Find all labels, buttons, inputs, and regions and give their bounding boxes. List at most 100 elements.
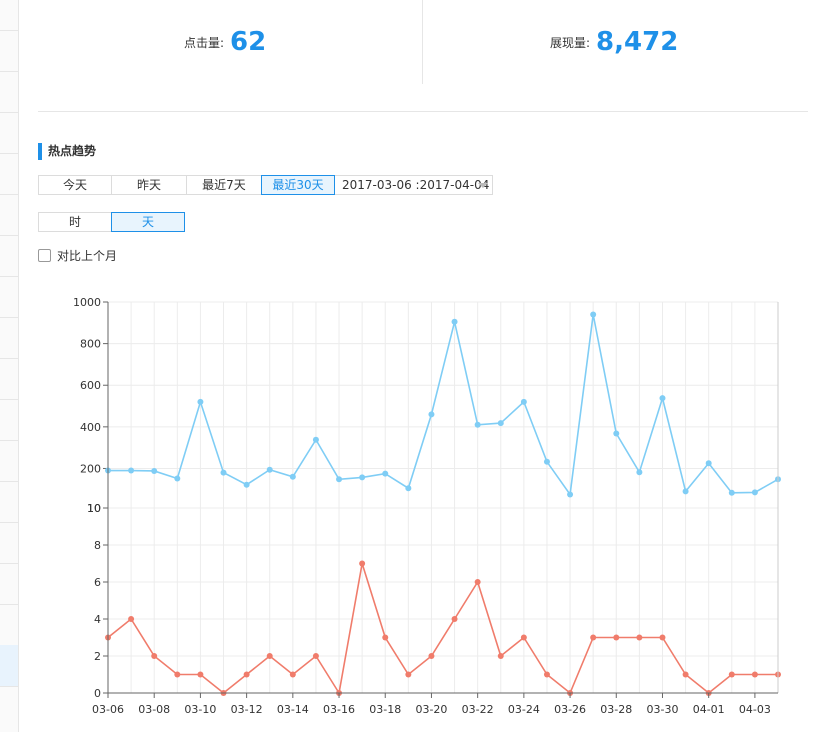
x-tick-label: 03-12	[231, 703, 263, 716]
impressions-y-tick-label: 600	[80, 379, 101, 392]
clicks-data-point	[174, 671, 181, 678]
x-tick-label: 03-22	[462, 703, 494, 716]
compare-checkbox[interactable]	[38, 249, 51, 262]
clicks-series-line	[107, 563, 778, 696]
clicks-data-point	[682, 671, 689, 678]
impressions-data-point	[705, 460, 712, 467]
clicks-data-point	[613, 634, 620, 641]
impressions-series-line	[108, 314, 779, 497]
clicks-data-point	[728, 671, 735, 678]
range-button-yesterday[interactable]: 昨天	[111, 175, 187, 195]
compare-label: 对比上个月	[57, 249, 118, 263]
impressions-y-tick-label: 800	[80, 338, 101, 351]
x-tick-label: 04-03	[739, 703, 771, 716]
x-tick-label: 03-26	[554, 703, 586, 716]
clicks-y-tick-label: 6	[94, 576, 101, 589]
clicks-data-point	[197, 671, 204, 678]
x-tick-label: 03-10	[184, 703, 216, 716]
rail-divider	[0, 563, 18, 564]
clicks-data-point	[590, 634, 597, 641]
impressions-data-point	[197, 398, 204, 405]
x-tick-label: 03-08	[138, 703, 170, 716]
impressions-data-point	[543, 458, 550, 465]
impressions-data-point	[474, 421, 481, 428]
range-button-today[interactable]: 今天	[38, 175, 112, 195]
rail-divider	[0, 604, 18, 605]
stat-divider	[422, 0, 423, 84]
clicks-data-point	[359, 560, 366, 567]
impressions-data-point	[312, 436, 319, 443]
clicks-data-point	[151, 653, 158, 659]
clicks-data-point	[312, 653, 319, 659]
rail-divider	[0, 112, 18, 113]
impressions-data-point	[613, 430, 620, 437]
rail-divider	[0, 276, 18, 277]
impressions-data-point	[128, 467, 135, 474]
chevron-down-icon	[478, 183, 488, 188]
x-tick-label: 03-24	[508, 703, 540, 716]
clicks-label: 点击量:	[184, 35, 225, 50]
clicks-data-point	[497, 653, 504, 659]
compare-last-month[interactable]: 对比上个月	[38, 247, 117, 264]
clicks-data-point	[428, 653, 435, 659]
clicks-data-point	[543, 671, 550, 678]
impressions-label: 展现量:	[550, 35, 591, 50]
impressions-data-point	[751, 489, 758, 496]
section-accent-bar	[38, 143, 42, 160]
impressions-data-point	[405, 485, 412, 492]
clicks-data-point	[520, 634, 527, 641]
rail-divider	[0, 30, 18, 31]
clicks-data-point	[451, 616, 458, 622]
impressions-data-point	[336, 476, 343, 483]
impressions-data-point	[151, 467, 158, 474]
x-tick-label: 03-20	[415, 703, 447, 716]
impressions-data-point	[590, 311, 597, 318]
rail-divider	[0, 153, 18, 154]
impressions-data-point	[497, 420, 504, 427]
impressions-data-point	[266, 466, 273, 473]
impressions-data-point	[174, 475, 181, 482]
impressions-data-point	[520, 398, 527, 405]
clicks-data-point	[289, 671, 296, 678]
left-sidebar-rail	[0, 0, 19, 732]
rail-divider	[0, 481, 18, 482]
rail-divider	[0, 71, 18, 72]
granularity-hour-button[interactable]: 时	[38, 212, 112, 232]
impressions-y-tick-label: 400	[80, 421, 101, 434]
impressions-data-point	[289, 473, 296, 480]
rail-item-selected[interactable]	[0, 645, 18, 686]
clicks-stat: 点击量: 62	[184, 22, 266, 62]
impressions-stat: 展现量: 8,472	[550, 22, 678, 62]
clicks-data-point	[636, 634, 643, 641]
rail-divider	[0, 358, 18, 359]
rail-divider	[0, 399, 18, 400]
impressions-data-point	[428, 411, 435, 418]
clicks-data-point	[474, 579, 481, 585]
rail-divider	[0, 317, 18, 318]
impressions-data-point	[728, 489, 735, 496]
impressions-data-point	[567, 491, 574, 498]
clicks-data-point	[382, 634, 389, 641]
clicks-y-tick-label: 4	[94, 613, 101, 626]
range-button-last-30-days[interactable]: 最近30天	[261, 175, 335, 195]
impressions-y-tick-label: 1000	[73, 296, 101, 309]
granularity-day-button[interactable]: 天	[111, 212, 185, 232]
range-button-group: 今天 昨天 最近7天 最近30天	[38, 175, 335, 195]
clicks-data-point	[128, 616, 135, 622]
clicks-y-tick-label: 2	[94, 650, 101, 663]
clicks-value: 62	[230, 27, 267, 57]
x-tick-label: 03-14	[277, 703, 309, 716]
x-tick-label: 03-16	[323, 703, 355, 716]
rail-divider	[0, 440, 18, 441]
impressions-data-point	[243, 481, 250, 488]
impressions-value: 8,472	[596, 27, 679, 57]
x-tick-label: 03-18	[369, 703, 401, 716]
date-range-value: 2017-03-06 :2017-04-04	[342, 178, 490, 192]
clicks-data-point	[243, 671, 250, 678]
clicks-y-tick-label: 0	[94, 687, 101, 700]
range-button-last-7-days[interactable]: 最近7天	[186, 175, 262, 195]
impressions-data-point	[359, 474, 366, 481]
impressions-data-point	[659, 395, 666, 402]
clicks-data-point	[659, 634, 666, 641]
rail-divider	[0, 194, 18, 195]
